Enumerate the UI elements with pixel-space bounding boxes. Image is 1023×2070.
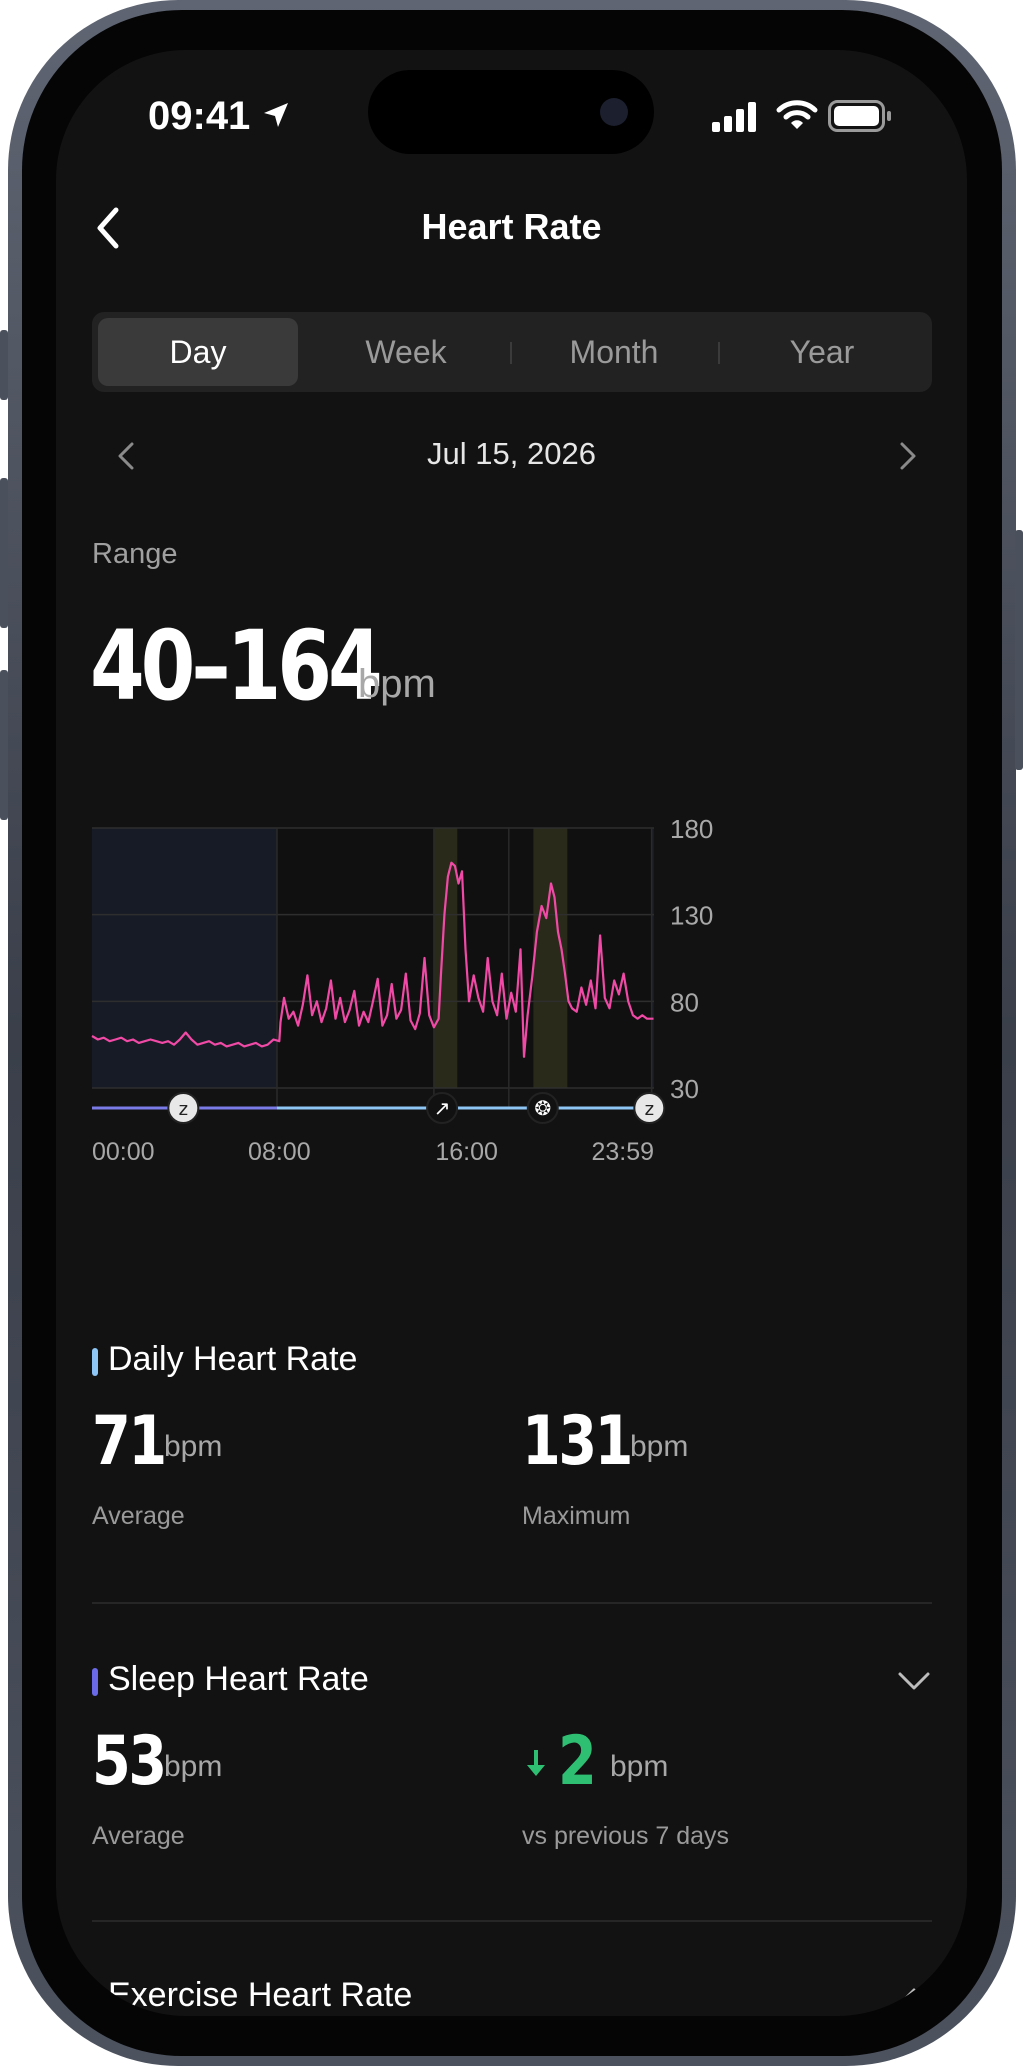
sleep-section-marker (92, 1668, 98, 1696)
dynamic-island (368, 70, 654, 154)
back-chevron-icon[interactable] (82, 200, 138, 256)
sleep-heart-rate-title: Sleep Heart Rate (108, 1660, 369, 1698)
daily-maximum-label: Maximum (522, 1502, 631, 1530)
daily-heart-rate-title: Daily Heart Rate (108, 1340, 358, 1378)
screen: 09:41 (56, 50, 967, 2016)
segment-divider (510, 342, 512, 364)
previous-date-chevron-icon[interactable] (112, 436, 142, 481)
y-tick-label: 180 (670, 814, 713, 844)
daily-maximum-unit: bpm (630, 1430, 689, 1463)
sleep-icon: z (633, 1092, 666, 1124)
x-tick-label: 00:00 (92, 1138, 155, 1166)
section-divider (92, 1602, 932, 1604)
sleep-change-unit: bpm (610, 1750, 669, 1783)
daily-average-label: Average (92, 1502, 185, 1530)
heart-rate-chart[interactable]: 180 130 80 30 z ↗ ❂ z 00:00 08:00 16:00 23:59 (56, 750, 967, 1260)
arrow-down-icon (524, 1748, 548, 1785)
range-unit: bpm (358, 662, 436, 706)
svg-text:z: z (645, 1099, 654, 1120)
heart-rate-chart-svg: 180 130 80 30 z ↗ ❂ z 00:00 08:00 16:00 23:59 (91, 814, 713, 1166)
sleep-band (92, 828, 277, 1088)
location-arrow-icon (261, 100, 291, 135)
svg-text:❂: ❂ (534, 1096, 551, 1120)
exercise-section-marker (92, 1984, 98, 2012)
daily-maximum-value: 131 (522, 1402, 633, 1481)
status-bar: 09:41 (56, 50, 967, 180)
tab-week[interactable]: Week (365, 334, 447, 370)
y-tick-label: 80 (670, 987, 699, 1017)
tab-month[interactable]: Month (569, 334, 659, 370)
running-icon: ↗ (426, 1092, 459, 1124)
sleep-change-label: vs previous 7 days (522, 1822, 730, 1850)
camera-icon (600, 98, 628, 126)
daily-average-unit: bpm (164, 1430, 223, 1463)
sleep-icon: z (167, 1092, 200, 1124)
next-date-chevron-icon[interactable] (892, 436, 922, 481)
tab-year[interactable]: Year (789, 334, 855, 370)
x-tick-label: 23:59 (591, 1138, 654, 1166)
sleep-change-value: 2 (558, 1722, 597, 1801)
range-value: 40–164 (90, 610, 383, 722)
volume-up-button (0, 478, 8, 628)
section-divider (92, 1920, 932, 1922)
exercise-band (433, 828, 458, 1088)
tab-day[interactable]: Day (98, 318, 298, 386)
x-tick-label: 16:00 (435, 1138, 498, 1166)
exercise-heart-rate-section[interactable]: Exercise Heart Rate (92, 1976, 932, 2016)
daily-section-marker (92, 1348, 98, 1376)
sleep-average-value: 53 (92, 1722, 167, 1801)
y-tick-label: 130 (670, 901, 713, 931)
chevron-up-icon[interactable] (894, 1982, 934, 2016)
sleep-average-label: Average (92, 1822, 185, 1850)
action-button (0, 330, 8, 400)
wifi-icon (776, 98, 818, 137)
chevron-down-icon[interactable] (894, 1666, 934, 1701)
volume-down-button (0, 670, 8, 820)
battery-icon (828, 100, 892, 137)
status-time: 09:41 (148, 94, 251, 138)
exercise-heart-rate-title: Exercise Heart Rate (108, 1976, 413, 2014)
daily-average-value: 71 (92, 1402, 167, 1481)
y-tick-label: 30 (670, 1074, 699, 1104)
power-button (1015, 530, 1023, 770)
page-title: Heart Rate (421, 206, 602, 247)
date-label: Jul 15, 2026 (427, 436, 596, 471)
svg-text:↗: ↗ (434, 1096, 451, 1120)
sleep-average-unit: bpm (164, 1750, 223, 1783)
date-navigator: Jul 15, 2026 (56, 422, 967, 492)
nav-bar: Heart Rate (56, 190, 967, 270)
daily-heart-rate-section: Daily Heart Rate 71 bpm Average 131 bpm … (92, 1340, 932, 1590)
period-segmented-control: Day Week Month Year (92, 312, 932, 392)
x-tick-label: 08:00 (248, 1138, 311, 1166)
heart-rate-line (91, 861, 654, 1058)
range-label: Range (92, 538, 178, 570)
cellular-signal-icon (712, 102, 758, 137)
svg-text:z: z (179, 1099, 188, 1120)
segment-divider (718, 342, 720, 364)
sleep-heart-rate-section[interactable]: Sleep Heart Rate 53 bpm Average 2 bpm vs… (92, 1660, 932, 1910)
cycling-icon: ❂ (526, 1092, 559, 1124)
sleep-band (651, 828, 654, 1088)
